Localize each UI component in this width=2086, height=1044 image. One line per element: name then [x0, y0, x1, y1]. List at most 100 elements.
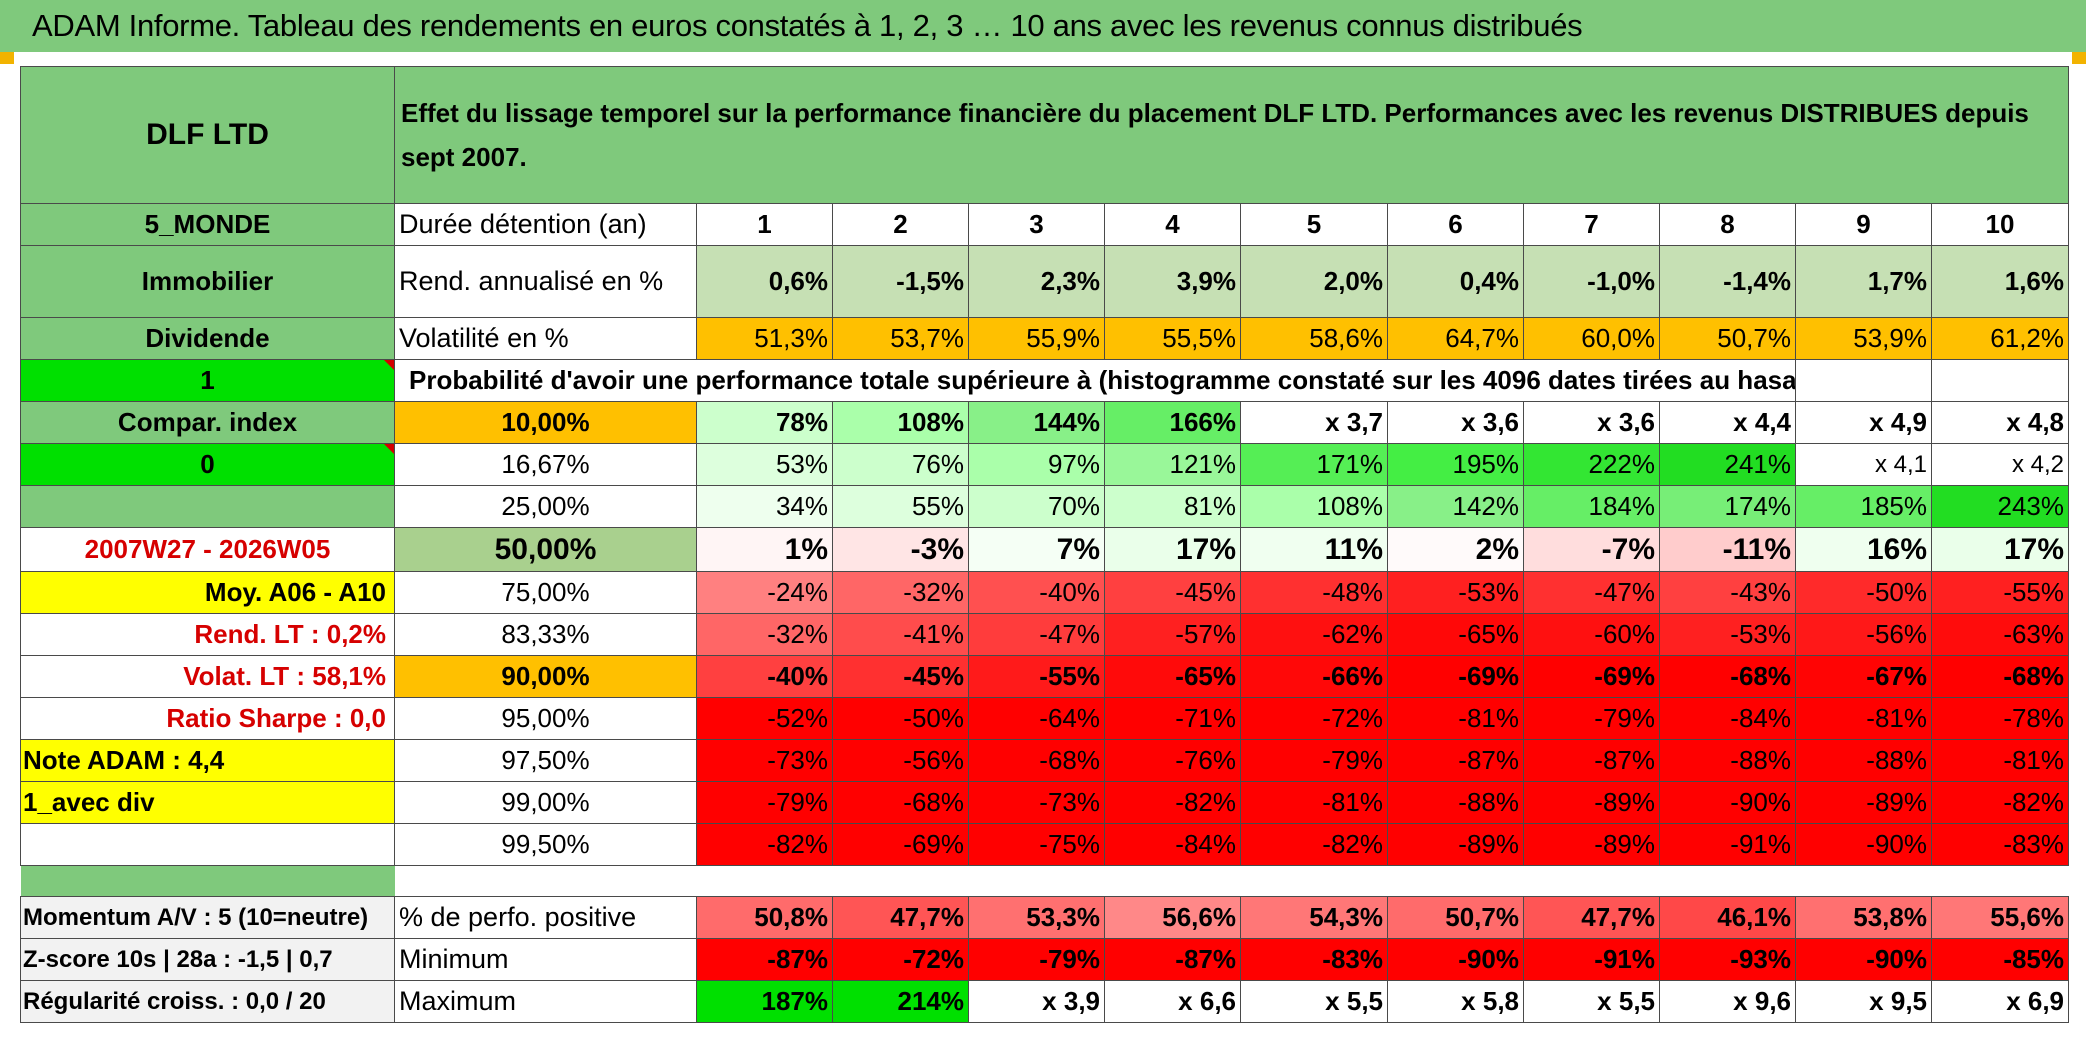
- quantile-value: -89%: [1523, 781, 1660, 824]
- quantile-value: 53%: [696, 443, 833, 486]
- vol-label: Volatilité en %: [394, 317, 697, 360]
- quantile-pct: 25,00%: [394, 485, 697, 528]
- table-row: Ratio Sharpe : 0,0 95,00% -52% -50% -64% -71%…: [20, 697, 2070, 740]
- table-row: Immobilier Rend. annualisé en % 0,6% -1,5% 2…: [20, 245, 2070, 318]
- vol-value: 64,7%: [1387, 317, 1524, 360]
- quantile-value: 16%: [1795, 527, 1932, 572]
- side-label: 2007W27 - 2026W05: [20, 527, 395, 572]
- stat-value: -91%: [1523, 938, 1660, 981]
- quantile-value: 70%: [968, 485, 1105, 528]
- report-title: ADAM Informe. Tableau des rendements en …: [32, 8, 1583, 43]
- stat-value: 50,7%: [1387, 896, 1524, 939]
- quantile-value: x 4,4: [1659, 401, 1796, 444]
- quantile-pct: 99,50%: [394, 823, 697, 866]
- quantile-value: -69%: [832, 823, 969, 866]
- quantile-value: 121%: [1104, 443, 1241, 486]
- vol-value: 53,7%: [832, 317, 969, 360]
- stat-value: -79%: [968, 938, 1105, 981]
- quantile-value: -41%: [832, 613, 969, 656]
- quantile-value: 174%: [1659, 485, 1796, 528]
- quantile-value: -65%: [1387, 613, 1524, 656]
- quantile-value: -89%: [1795, 781, 1932, 824]
- quantile-value: 1%: [696, 527, 833, 572]
- quantile-value: -82%: [696, 823, 833, 866]
- stat-value: -90%: [1387, 938, 1524, 981]
- quantile-value: -47%: [968, 613, 1105, 656]
- stat-value: x 3,9: [968, 980, 1105, 1023]
- quantile-value: -71%: [1104, 697, 1241, 740]
- title-bar: ADAM Informe. Tableau des rendements en …: [0, 0, 2086, 54]
- quantile-value: x 3,6: [1387, 401, 1524, 444]
- table-row: 5_MONDE Durée détention (an) 1 2 3 4 5 6 7 8 9 10: [20, 203, 2070, 246]
- side-label: Rend. LT : 0,2%: [20, 613, 395, 656]
- quantile-value: -73%: [696, 739, 833, 782]
- quantile-value: -84%: [1659, 697, 1796, 740]
- quantile-value: -82%: [1930, 781, 2070, 824]
- year-header: 4: [1104, 203, 1241, 246]
- quantile-value: -3%: [832, 527, 969, 572]
- table-row: 0 16,67% 53% 76% 97% 121% 171% 195% 222% 241% x 4,…: [20, 443, 2070, 486]
- side-label: [20, 823, 395, 866]
- stat-value: 187%: [696, 980, 833, 1023]
- quantile-value: 97%: [968, 443, 1105, 486]
- table-row: 1_avec div 99,00% -79% -68% -73% -82% -81% -88%…: [20, 781, 2070, 824]
- quantile-value: 108%: [832, 401, 969, 444]
- quantile-value: -88%: [1795, 739, 1932, 782]
- quantile-value: -83%: [1930, 823, 2070, 866]
- year-header: 1: [696, 203, 833, 246]
- table-row: Compar. index 10,00% 78% 108% 144% 166% x 3,7 x…: [20, 401, 2070, 444]
- quantile-value: 17%: [1104, 527, 1241, 572]
- stat-value: -90%: [1795, 938, 1932, 981]
- stat-value: x 5,5: [1240, 980, 1388, 1023]
- stat-value: -87%: [1104, 938, 1241, 981]
- quantile-value: -81%: [1795, 697, 1932, 740]
- quantile-value: -55%: [968, 655, 1105, 698]
- quantile-value: -55%: [1930, 571, 2070, 614]
- stat-value: -87%: [696, 938, 833, 981]
- stat-value: x 9,6: [1659, 980, 1796, 1023]
- vol-value: 61,2%: [1930, 317, 2070, 360]
- quantile-value: -87%: [1523, 739, 1660, 782]
- quantile-value: -81%: [1387, 697, 1524, 740]
- quantile-pct: 99,00%: [394, 781, 697, 824]
- quantile-value: -91%: [1659, 823, 1796, 866]
- quantile-value: 243%: [1930, 485, 2070, 528]
- quantile-value: 2%: [1387, 527, 1524, 572]
- quantile-value: -68%: [1930, 655, 2070, 698]
- side-label: Compar. index: [20, 401, 395, 444]
- quantile-value: -87%: [1387, 739, 1524, 782]
- quantile-value: -81%: [1240, 781, 1388, 824]
- table-row: 25,00% 34% 55% 70% 81% 108% 142% 184% 174% 185% 24…: [20, 485, 2070, 528]
- quantile-value: -52%: [696, 697, 833, 740]
- stat-side-label: Régularité croiss. : 0,0 / 20: [20, 980, 395, 1023]
- stat-value: -72%: [832, 938, 969, 981]
- quantile-value: -69%: [1387, 655, 1524, 698]
- stat-value: x 5,8: [1387, 980, 1524, 1023]
- rend-label: Rend. annualisé en %: [394, 245, 697, 318]
- stat-value: -85%: [1930, 938, 2070, 981]
- quantile-value: x 4,2: [1930, 443, 2070, 486]
- quantile-value: 195%: [1387, 443, 1524, 486]
- quantile-value: 17%: [1930, 527, 2070, 572]
- quantile-value: -68%: [1659, 655, 1796, 698]
- quantile-value: -45%: [832, 655, 969, 698]
- stat-value: 53,8%: [1795, 896, 1932, 939]
- table-row: [20, 865, 2069, 897]
- corner-marker: [2072, 52, 2086, 64]
- quantile-value: -56%: [1795, 613, 1932, 656]
- quantile-value: -63%: [1930, 613, 2070, 656]
- table-row: Rend. LT : 0,2% 83,33% -32% -41% -47% -57% -62…: [20, 613, 2070, 656]
- quantile-value: -48%: [1240, 571, 1388, 614]
- quantile-pct: 83,33%: [394, 613, 697, 656]
- stat-value: 55,6%: [1930, 896, 2070, 939]
- quantile-value: -7%: [1523, 527, 1660, 572]
- year-header: 5: [1240, 203, 1388, 246]
- table-row: 2007W27 - 2026W05 50,00% 1% -3% 7% 17% 11% 2% -7…: [20, 527, 2070, 572]
- quantile-pct: 10,00%: [394, 401, 697, 444]
- table-row: Z-score 10s | 28a : -1,5 | 0,7 Minimum -87…: [20, 938, 2070, 981]
- quantile-value: -43%: [1659, 571, 1796, 614]
- stat-value: x 9,5: [1795, 980, 1932, 1023]
- zone-label: 5_MONDE: [20, 203, 395, 246]
- year-header: 6: [1387, 203, 1524, 246]
- table-row: Volat. LT : 58,1% 90,00% -40% -45% -55% -65% -…: [20, 655, 2070, 698]
